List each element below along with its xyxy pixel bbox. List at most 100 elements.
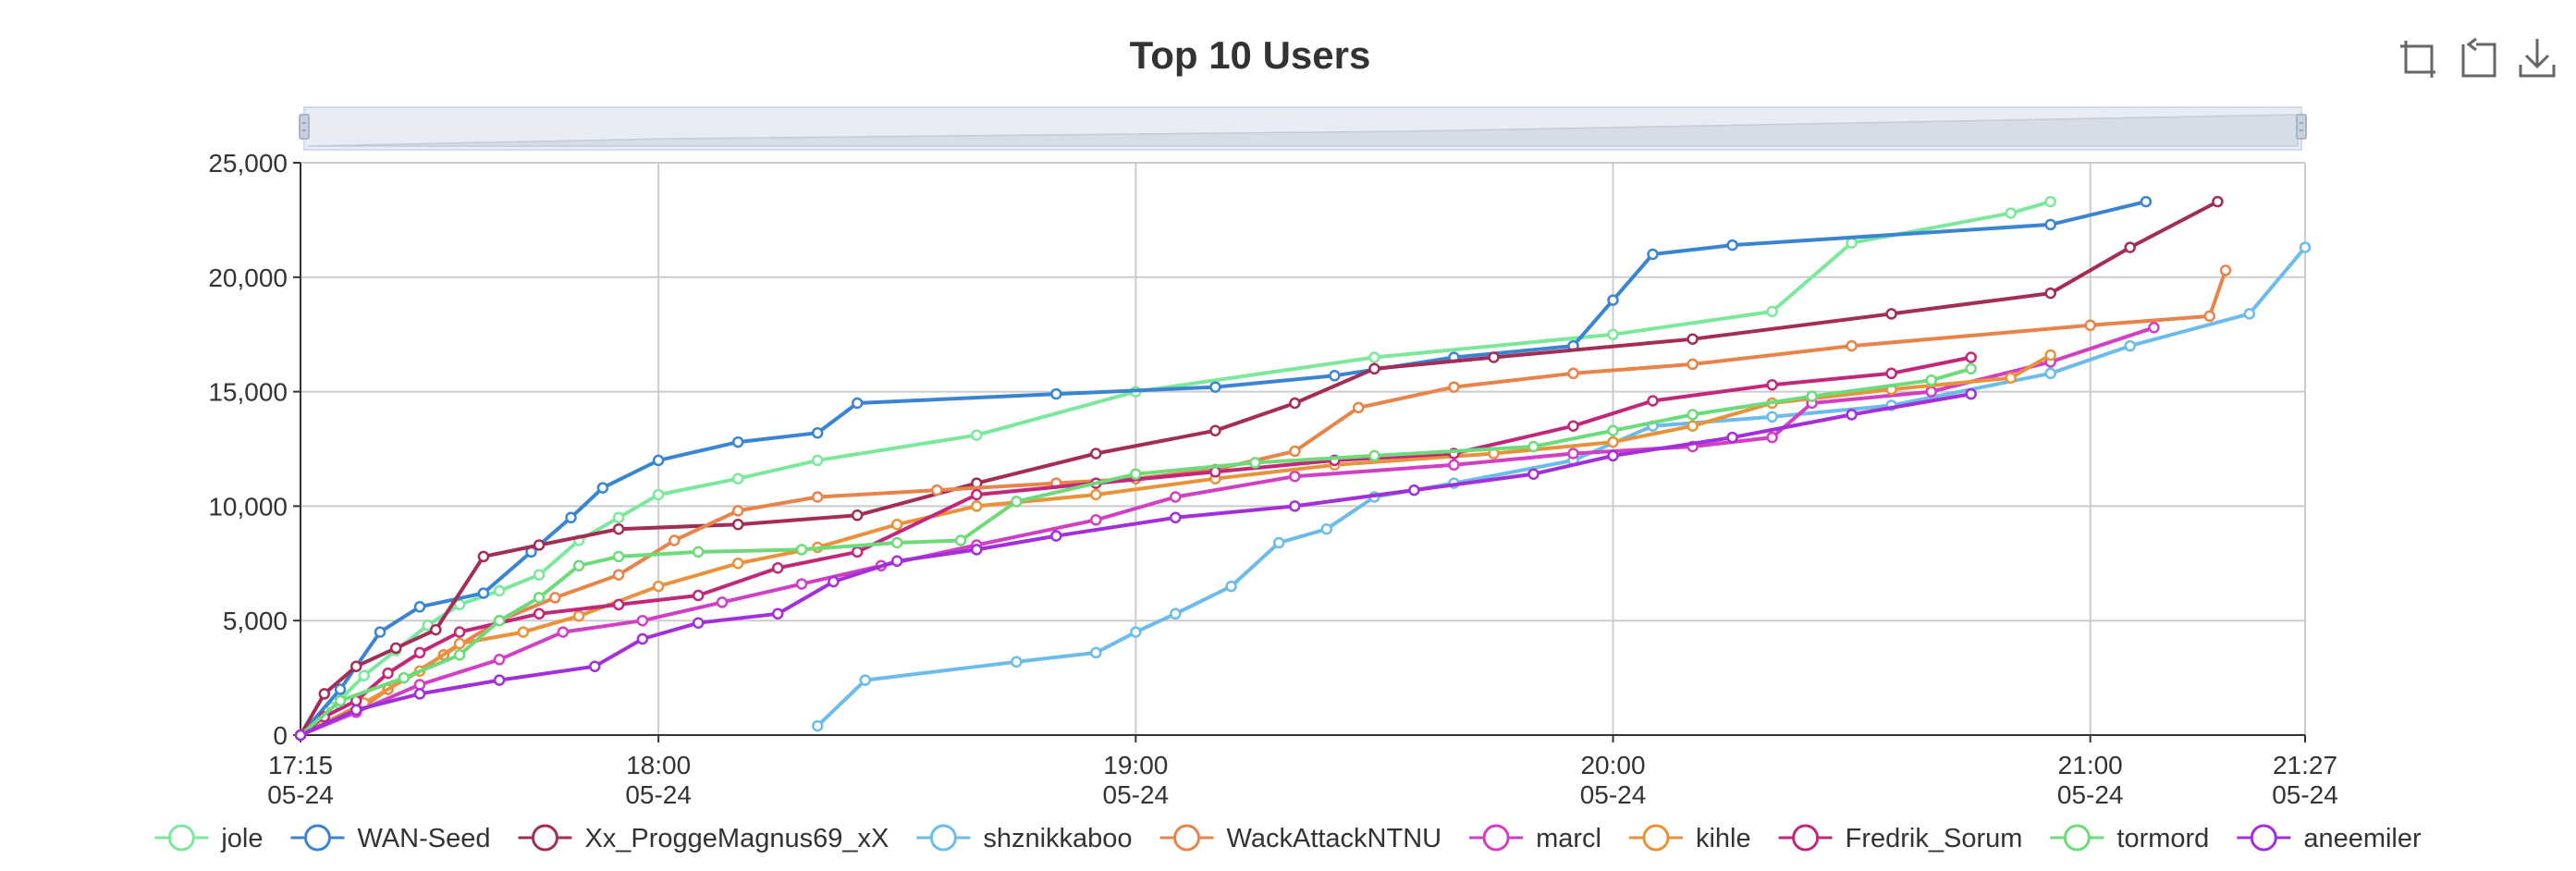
data-point[interactable]: [2044, 367, 2056, 380]
data-point[interactable]: [1527, 440, 1539, 453]
data-point[interactable]: [1011, 496, 1023, 508]
data-point[interactable]: [413, 601, 426, 613]
data-point[interactable]: [890, 536, 903, 549]
data-point[interactable]: [1885, 367, 1897, 380]
legend-item-Fredrik_Sorum[interactable]: Fredrik_Sorum: [1778, 824, 2023, 853]
data-point[interactable]: [971, 429, 983, 441]
data-point[interactable]: [1647, 395, 1659, 407]
data-point[interactable]: [1130, 626, 1142, 638]
data-point[interactable]: [731, 505, 744, 517]
data-point[interactable]: [1607, 328, 1619, 340]
zoom-reset-icon[interactable]: [2458, 37, 2498, 78]
data-point[interactable]: [612, 569, 625, 581]
data-point[interactable]: [971, 500, 983, 512]
data-point[interactable]: [612, 511, 625, 524]
download-icon[interactable]: [2517, 37, 2558, 78]
data-zoom-slider[interactable]: [299, 106, 2307, 151]
data-point[interactable]: [1726, 431, 1738, 444]
data-point[interactable]: [413, 688, 426, 700]
data-point[interactable]: [1567, 367, 1579, 380]
data-point[interactable]: [389, 642, 402, 655]
data-point[interactable]: [2212, 195, 2224, 208]
data-point[interactable]: [453, 649, 466, 661]
data-point[interactable]: [890, 555, 903, 568]
data-point[interactable]: [533, 569, 546, 581]
data-point[interactable]: [1289, 500, 1301, 512]
data-point[interactable]: [1965, 351, 1977, 363]
data-point[interactable]: [1766, 431, 1778, 444]
data-point[interactable]: [1607, 424, 1619, 436]
data-point[interactable]: [565, 511, 577, 524]
data-point[interactable]: [890, 518, 903, 531]
data-point[interactable]: [731, 472, 744, 485]
data-point[interactable]: [2005, 372, 2017, 384]
data-point[interactable]: [1448, 381, 1460, 393]
data-point[interactable]: [931, 484, 943, 497]
legend-item-jole[interactable]: jole: [154, 824, 263, 853]
data-point[interactable]: [318, 688, 331, 700]
data-point[interactable]: [1488, 351, 1500, 363]
data-point[interactable]: [1806, 390, 1818, 402]
data-point[interactable]: [1209, 424, 1221, 436]
data-point[interactable]: [1329, 370, 1341, 382]
data-point[interactable]: [1965, 387, 1977, 400]
data-point[interactable]: [2044, 349, 2056, 362]
data-point[interactable]: [771, 607, 784, 620]
data-point[interactable]: [811, 426, 824, 439]
data-point[interactable]: [477, 550, 490, 563]
data-point[interactable]: [669, 534, 681, 546]
data-point[interactable]: [1925, 374, 1937, 386]
data-point[interactable]: [477, 587, 490, 599]
data-point[interactable]: [811, 719, 824, 732]
data-point[interactable]: [1607, 294, 1619, 306]
data-point[interactable]: [1090, 646, 1102, 659]
data-point[interactable]: [636, 614, 649, 627]
data-point[interactable]: [1249, 457, 1261, 469]
data-point[interactable]: [1687, 420, 1699, 432]
data-point[interactable]: [716, 596, 729, 608]
data-point[interactable]: [1090, 514, 1102, 526]
data-point[interactable]: [1320, 522, 1333, 535]
data-point[interactable]: [1368, 351, 1380, 363]
data-zoom-handle-left[interactable]: [299, 114, 310, 140]
data-point[interactable]: [731, 436, 744, 448]
data-point[interactable]: [1567, 420, 1579, 432]
data-point[interactable]: [1448, 459, 1460, 472]
data-point[interactable]: [334, 694, 347, 707]
data-point[interactable]: [572, 559, 585, 572]
data-point[interactable]: [954, 534, 967, 546]
data-point[interactable]: [2148, 322, 2160, 334]
data-point[interactable]: [811, 491, 824, 503]
data-point[interactable]: [971, 544, 983, 556]
data-point[interactable]: [1885, 308, 1897, 320]
data-point[interactable]: [1925, 386, 1937, 398]
data-point[interactable]: [1687, 358, 1699, 371]
data-point[interactable]: [636, 632, 649, 645]
legend-item-shznikkaboo[interactable]: shznikkaboo: [916, 824, 1133, 853]
data-point[interactable]: [382, 667, 394, 680]
data-point[interactable]: [2044, 287, 2056, 300]
data-point[interactable]: [589, 660, 601, 672]
data-point[interactable]: [1567, 448, 1579, 460]
data-point[interactable]: [1090, 488, 1102, 501]
data-point[interactable]: [692, 589, 705, 602]
data-point[interactable]: [1352, 401, 1365, 414]
legend-item-aneemiler[interactable]: aneemiler: [2237, 824, 2422, 853]
data-point[interactable]: [692, 617, 705, 629]
data-point[interactable]: [2084, 319, 2096, 332]
data-point[interactable]: [1965, 362, 1977, 375]
data-point[interactable]: [731, 558, 744, 570]
data-point[interactable]: [1726, 239, 1738, 251]
data-point[interactable]: [1846, 339, 1858, 352]
zoom-icon[interactable]: [2398, 37, 2439, 78]
data-point[interactable]: [1209, 381, 1221, 393]
data-point[interactable]: [771, 562, 784, 574]
data-point[interactable]: [1170, 511, 1182, 524]
data-point[interactable]: [1766, 378, 1778, 391]
legend-item-marcl[interactable]: marcl: [1469, 824, 1601, 853]
data-point[interactable]: [1170, 607, 1182, 620]
data-point[interactable]: [2243, 308, 2256, 320]
data-point[interactable]: [1289, 445, 1301, 458]
legend-item-WackAttackNTNU[interactable]: WackAttackNTNU: [1159, 824, 1442, 853]
data-point[interactable]: [1846, 237, 1858, 249]
